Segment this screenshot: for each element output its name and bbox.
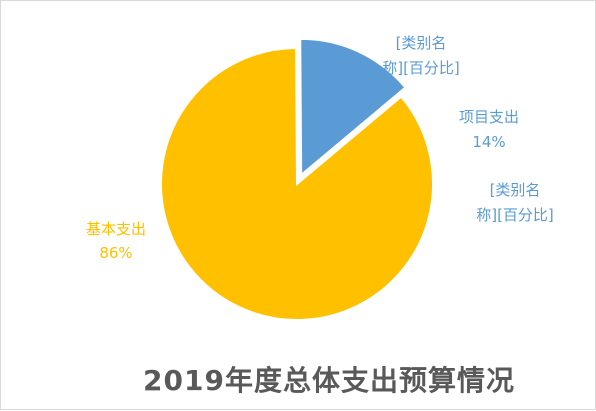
label-project-pct: 14% bbox=[472, 133, 505, 151]
label-basic-name: 基本支出 bbox=[86, 220, 146, 238]
chart-title: 2019年度总体支出预算情况 bbox=[143, 364, 515, 397]
label-project-name: 项目支出 bbox=[459, 108, 519, 126]
placeholder-label-2-line2: 称][百分比] bbox=[476, 206, 554, 224]
placeholder-label-2-line1: [类别名 bbox=[490, 181, 541, 199]
slice-project-expenditure bbox=[299, 37, 407, 178]
placeholder-label-1-line2: 称][百分比] bbox=[382, 59, 460, 77]
slice-basic-expenditure bbox=[160, 46, 434, 321]
label-basic-pct: 86% bbox=[99, 244, 132, 262]
placeholder-label-1-line1: [类别名 bbox=[396, 34, 447, 52]
